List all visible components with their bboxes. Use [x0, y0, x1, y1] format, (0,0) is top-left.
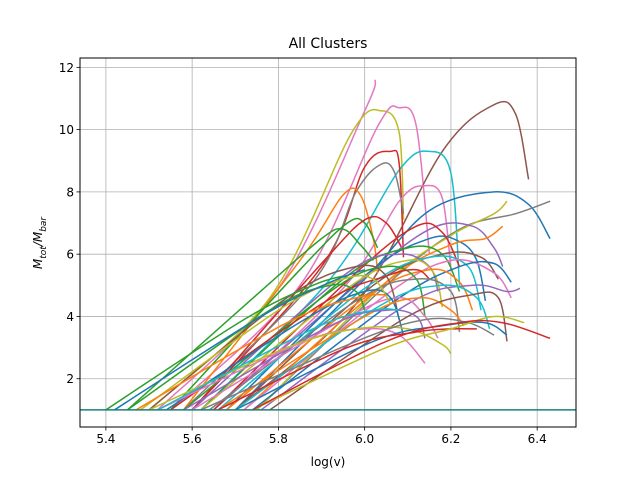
y-tick-label: 8: [66, 185, 74, 199]
series-line-39: [269, 291, 508, 411]
x-tick-label: 5.8: [269, 432, 288, 446]
x-tick-label: 6.0: [355, 432, 374, 446]
series-line-24: [243, 258, 512, 411]
y-tick-label: 4: [66, 310, 74, 324]
series-line-47: [252, 319, 551, 411]
series-line-49: [114, 268, 365, 411]
series-line-20: [200, 245, 461, 411]
series-line-8: [213, 184, 452, 411]
series-line-51: [157, 308, 400, 411]
series-line-38: [217, 297, 465, 411]
y-label-base: M: [31, 258, 45, 269]
series-line-6: [191, 149, 405, 411]
series-line-43: [200, 317, 495, 411]
y-label-sub1: tot: [39, 246, 49, 259]
x-axis-label: log(v): [311, 455, 346, 469]
series-line-3: [170, 105, 431, 411]
plot-frame: [79, 57, 577, 428]
series-line-2: [148, 108, 405, 411]
series-line-50: [135, 293, 387, 411]
series-line-40: [183, 309, 426, 411]
y-axis-label: Mtot/Mbar: [31, 216, 49, 270]
series-line-16: [213, 222, 504, 411]
series-line-46: [252, 315, 525, 411]
y-tick-label: 12: [59, 61, 74, 75]
series-line-34: [191, 297, 439, 411]
y-tick-label: 10: [59, 123, 74, 137]
axis-ticks: 5.4 5.6 5.8 6.0 6.2 6.4 2 4 6 8 10 12: [59, 61, 547, 446]
y-label-sub2: bar: [39, 216, 49, 232]
chart-title: All Clusters: [289, 36, 368, 52]
x-tick-label: 5.4: [96, 432, 115, 446]
y-tick-label: 6: [66, 248, 74, 262]
series-line-18: [213, 222, 461, 411]
x-tick-label: 6.4: [528, 432, 547, 446]
series-line-33: [234, 284, 491, 411]
series-line-42: [148, 326, 452, 411]
series-line-1: [157, 79, 377, 411]
series-line-15: [126, 228, 374, 411]
x-tick-label: 5.6: [183, 432, 202, 446]
series-line-7: [182, 162, 405, 411]
y-label-mid: /M: [31, 231, 45, 247]
x-tick-label: 6.2: [441, 432, 460, 446]
series-line-11: [256, 200, 551, 411]
series-line-48: [105, 275, 344, 411]
y-tick-label: 2: [66, 372, 74, 386]
series-line-17: [226, 235, 487, 411]
series-line-25: [200, 259, 444, 411]
series-lines: [105, 79, 551, 411]
series-line-13: [170, 217, 379, 411]
series-line-36: [139, 274, 392, 411]
